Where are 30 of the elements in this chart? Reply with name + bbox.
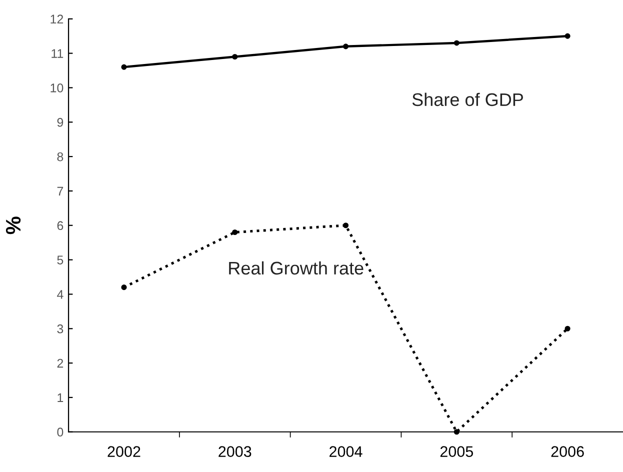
point [564,326,570,332]
y-tick-label: 9 [57,118,64,127]
text: Share of GDP [412,92,523,106]
point [342,222,349,228]
x-tick-label: 2005 [440,446,474,457]
y-tick-label: 3 [57,324,64,334]
point [232,229,238,236]
y-tick-label: 11 [52,49,64,58]
x-tick-label: 2002 [108,446,140,457]
point [121,64,127,70]
y-axis-title: % [6,216,21,234]
point [454,40,460,46]
y-tick-label: 2 [57,358,64,368]
point [121,284,127,290]
y-tick-label: 8 [57,152,64,162]
point [342,44,349,50]
y-tick-label: 4 [57,290,64,299]
y-tick-label: 7 [57,186,64,196]
x-tick-label: 2003 [218,446,252,457]
y-tick-label: 5 [57,256,64,264]
point [564,33,570,39]
y-tick-label: 1 [58,393,64,402]
x-tick-label: 2006 [551,446,584,457]
y-tick-label: 6 [57,221,64,230]
point [232,54,238,60]
y-tick-label: 12 [50,14,64,24]
y-tick-label: 0 [57,428,64,437]
series-label: Real Growth rate [229,261,364,275]
y-tick-label: 10 [50,84,64,92]
x-tick-label: 2004 [330,446,362,457]
